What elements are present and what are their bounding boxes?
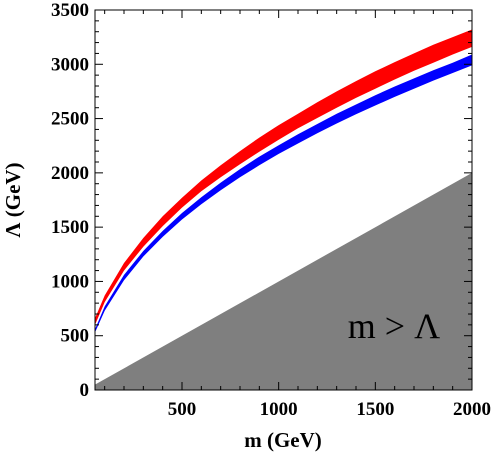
y-tick-label: 1500	[51, 217, 89, 238]
y-tick-label: 500	[61, 326, 90, 347]
y-tick-label: 2000	[51, 163, 89, 184]
x-tick-label: 500	[168, 399, 197, 420]
x-tick-label: 1500	[356, 399, 394, 420]
x-tick-label: 1000	[260, 399, 298, 420]
y-tick-label: 1000	[51, 271, 89, 292]
plot-frame	[94, 9, 473, 391]
y-tick-label: 0	[80, 380, 90, 401]
y-tick-label: 3500	[51, 0, 89, 21]
x-tick-label: 2000	[453, 399, 491, 420]
y-tick-label: 2500	[51, 109, 89, 130]
x-axis-title: m (GeV)	[244, 428, 322, 452]
y-axis-title: Λ (GeV)	[1, 162, 25, 237]
red-band	[95, 29, 472, 325]
y-tick-label: 3000	[51, 54, 89, 75]
excluded-region	[95, 172, 472, 390]
region-label: m > Λ	[348, 306, 440, 346]
